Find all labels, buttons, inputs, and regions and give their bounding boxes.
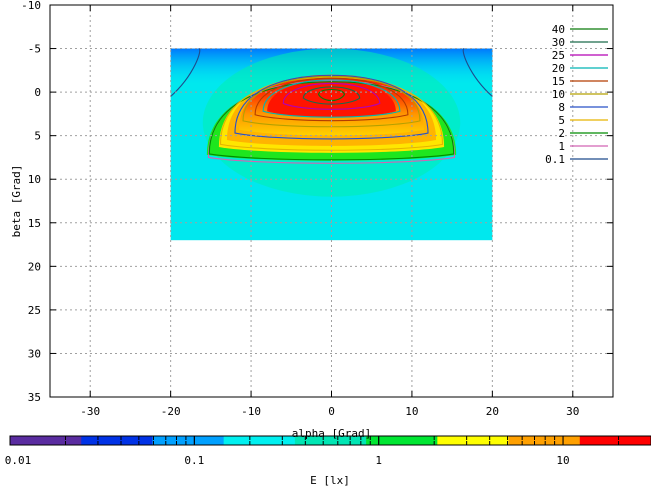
colorbar-tick-label: 0.01 [5, 454, 32, 467]
y-tick-label: 30 [28, 347, 41, 360]
legend-label-5: 5 [558, 114, 565, 127]
y-tick-label: 10 [28, 173, 41, 186]
contour-line-8 [234, 75, 429, 140]
x-tick-label: 30 [566, 405, 579, 418]
colorbar-segment [10, 436, 82, 445]
contour-line-20 [262, 79, 401, 118]
legend-label-0_1: 0.1 [545, 153, 565, 166]
legend-label-40: 40 [552, 23, 565, 36]
colorbar-segment [366, 436, 438, 445]
contour-line-10 [242, 75, 421, 128]
colorbar-segment [152, 436, 225, 445]
x-tick-label: -30 [80, 405, 100, 418]
colorbar-segment [223, 436, 296, 445]
x-tick-label: 20 [486, 405, 499, 418]
legend-label-8: 8 [558, 101, 565, 114]
colorbar-tick-label: 1 [375, 454, 382, 467]
colorbar-segment [294, 436, 367, 445]
colorbar-tick-label: 0.1 [184, 454, 204, 467]
y-tick-label: 0 [34, 86, 41, 99]
legend-label-10: 10 [552, 88, 565, 101]
legend-label-25: 25 [552, 49, 565, 62]
legend-label-30: 30 [552, 36, 565, 49]
y-tick-label: -10 [21, 0, 41, 12]
x-tick-label: 10 [405, 405, 418, 418]
contour-line-2 [208, 81, 455, 161]
y-tick-label: 20 [28, 260, 41, 273]
legend-label-2: 2 [558, 127, 565, 140]
legend-label-20: 20 [552, 62, 565, 75]
colorbar-segment [81, 436, 154, 445]
colorbar-segment [437, 436, 510, 445]
colorbar-label: E [lx] [310, 474, 350, 486]
y-axis-label: beta [Grad] [10, 165, 23, 238]
contour-line-30 [302, 86, 361, 105]
colorbar-tick-label: 10 [556, 454, 569, 467]
x-tick-label: 0 [328, 405, 335, 418]
legend-label-15: 15 [552, 75, 565, 88]
colorbar-segment [508, 436, 581, 445]
colorbar-segment [579, 436, 651, 445]
y-tick-label: 35 [28, 391, 41, 404]
contour-line-15 [254, 77, 409, 122]
x-tick-label: -10 [241, 405, 261, 418]
y-tick-label: 25 [28, 304, 41, 317]
x-axis-label: alpha [Grad] [292, 427, 371, 440]
x-tick-label: -20 [161, 405, 181, 418]
y-tick-label: -5 [28, 43, 41, 56]
y-tick-label: 5 [34, 130, 41, 143]
contour-line-5 [219, 76, 444, 151]
legend-label-1: 1 [558, 140, 565, 153]
y-tick-label: 15 [28, 217, 41, 230]
contour-line-0_1 [170, 48, 493, 97]
